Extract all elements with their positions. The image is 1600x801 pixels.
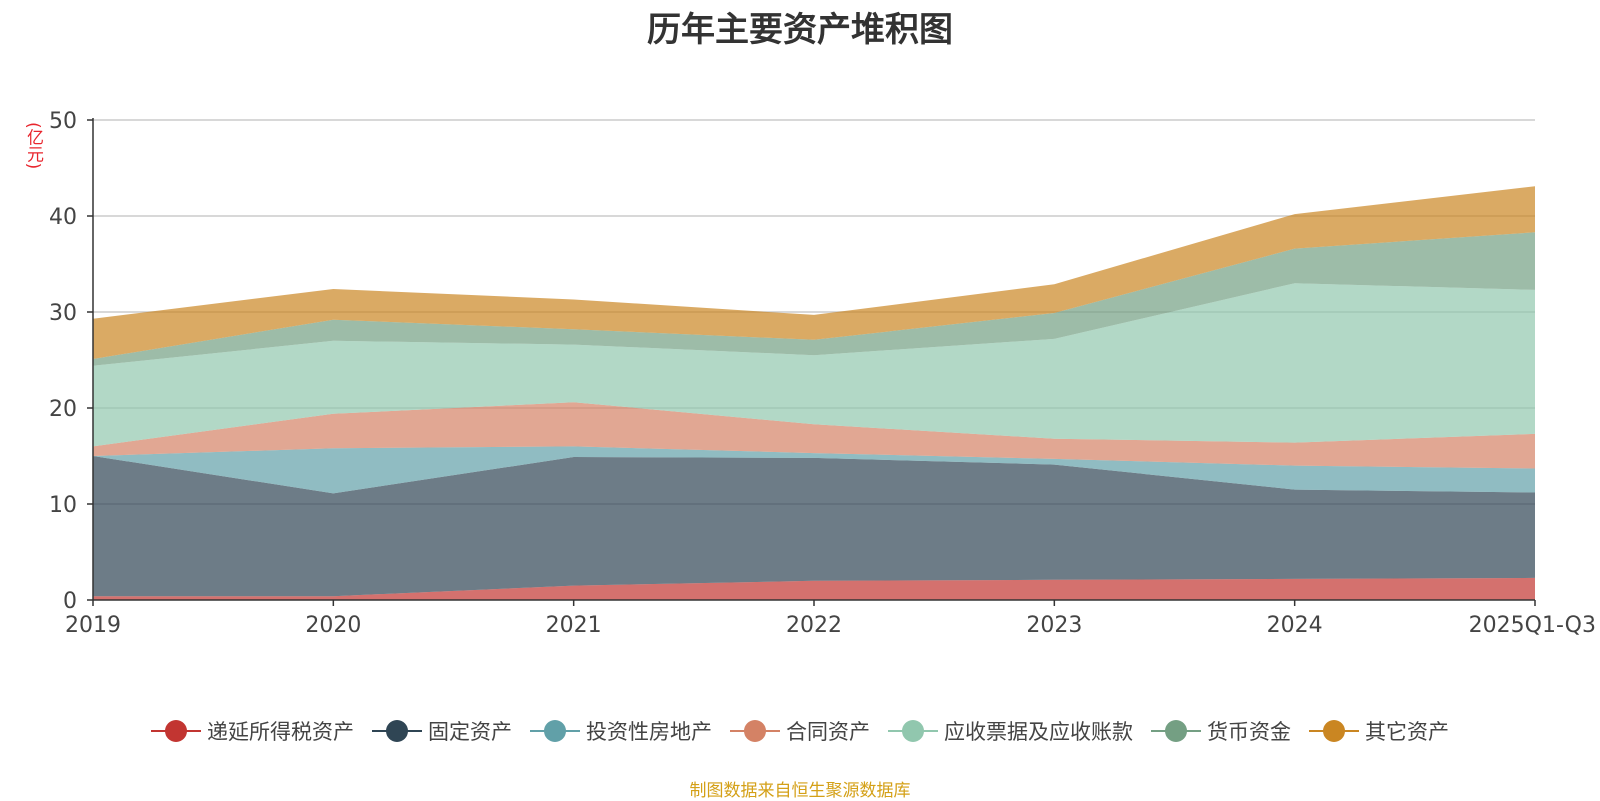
legend-item[interactable]: 其它资产 <box>1309 716 1449 746</box>
y-tick-labels: 0 10 20 30 40 50 <box>49 109 77 614</box>
legend: 递延所得税资产 固定资产 投资性房地产 合同资产 应收票据及应收账款 货币资金 其它资产 <box>0 716 1600 748</box>
y-tick-label: 50 <box>49 109 77 134</box>
area-series-5 <box>93 283 1535 447</box>
legend-item[interactable]: 递延所得税资产 <box>151 716 354 746</box>
area-series-3 <box>93 446 1535 494</box>
legend-item[interactable]: 货币资金 <box>1151 716 1291 746</box>
legend-marker-icon <box>530 719 580 743</box>
y-tick-label: 10 <box>49 493 77 518</box>
legend-dot <box>386 720 408 742</box>
legend-label: 固定资产 <box>428 720 512 744</box>
legend-dot <box>744 720 766 742</box>
area-series-2 <box>93 456 1535 597</box>
legend-item[interactable]: 固定资产 <box>372 716 512 746</box>
legend-marker-icon <box>372 719 422 743</box>
legend-marker-icon <box>1309 719 1359 743</box>
area-series-6 <box>93 232 1535 366</box>
legend-dot <box>1165 720 1187 742</box>
x-tick-label: 2022 <box>786 613 842 638</box>
area-series-7 <box>93 186 1535 359</box>
source-note: 制图数据来自恒生聚源数据库 <box>689 781 911 801</box>
x-tick-label: 2024 <box>1267 613 1323 638</box>
legend-marker-icon <box>888 719 938 743</box>
legend-label: 货币资金 <box>1207 720 1291 744</box>
legend-label: 应收票据及应收账款 <box>944 720 1133 744</box>
legend-label: 合同资产 <box>786 720 870 744</box>
y-tick-label: 20 <box>49 397 77 422</box>
x-tick-labels: 2019 2020 2021 2022 2023 2024 2025Q1-Q3 <box>65 613 1596 638</box>
x-tick-label: 2025Q1-Q3 <box>1469 613 1596 638</box>
x-tick-label: 2019 <box>65 613 121 638</box>
x-tick-label: 2023 <box>1026 613 1082 638</box>
legend-item[interactable]: 投资性房地产 <box>530 716 712 746</box>
legend-marker-icon <box>1151 719 1201 743</box>
x-tick-label: 2020 <box>305 613 361 638</box>
legend-label: 递延所得税资产 <box>207 720 354 744</box>
legend-dot <box>544 720 566 742</box>
axes <box>87 118 1536 606</box>
legend-item[interactable]: 应收票据及应收账款 <box>888 716 1133 746</box>
legend-marker-icon <box>151 719 201 743</box>
y-axis-unit: (亿元) <box>23 122 43 170</box>
legend-marker-icon <box>730 719 780 743</box>
area-series-1 <box>93 577 1535 600</box>
legend-label: 投资性房地产 <box>586 720 712 744</box>
legend-dot <box>902 720 924 742</box>
y-tick-label: 40 <box>49 205 77 230</box>
legend-item[interactable]: 合同资产 <box>730 716 870 746</box>
chart-title: 历年主要资产堆积图 <box>647 10 953 50</box>
legend-dot <box>165 720 187 742</box>
stacked-area-chart: 0 10 20 30 40 50 2019 2020 2021 2022 2023 2024 2025… <box>49 109 1596 638</box>
area-series-4 <box>93 402 1535 469</box>
legend-label: 其它资产 <box>1365 720 1449 744</box>
area-series <box>93 186 1535 600</box>
x-tick-label: 2021 <box>546 613 602 638</box>
y-tick-label: 0 <box>63 589 77 614</box>
y-tick-label: 30 <box>49 301 77 326</box>
legend-dot <box>1323 720 1345 742</box>
